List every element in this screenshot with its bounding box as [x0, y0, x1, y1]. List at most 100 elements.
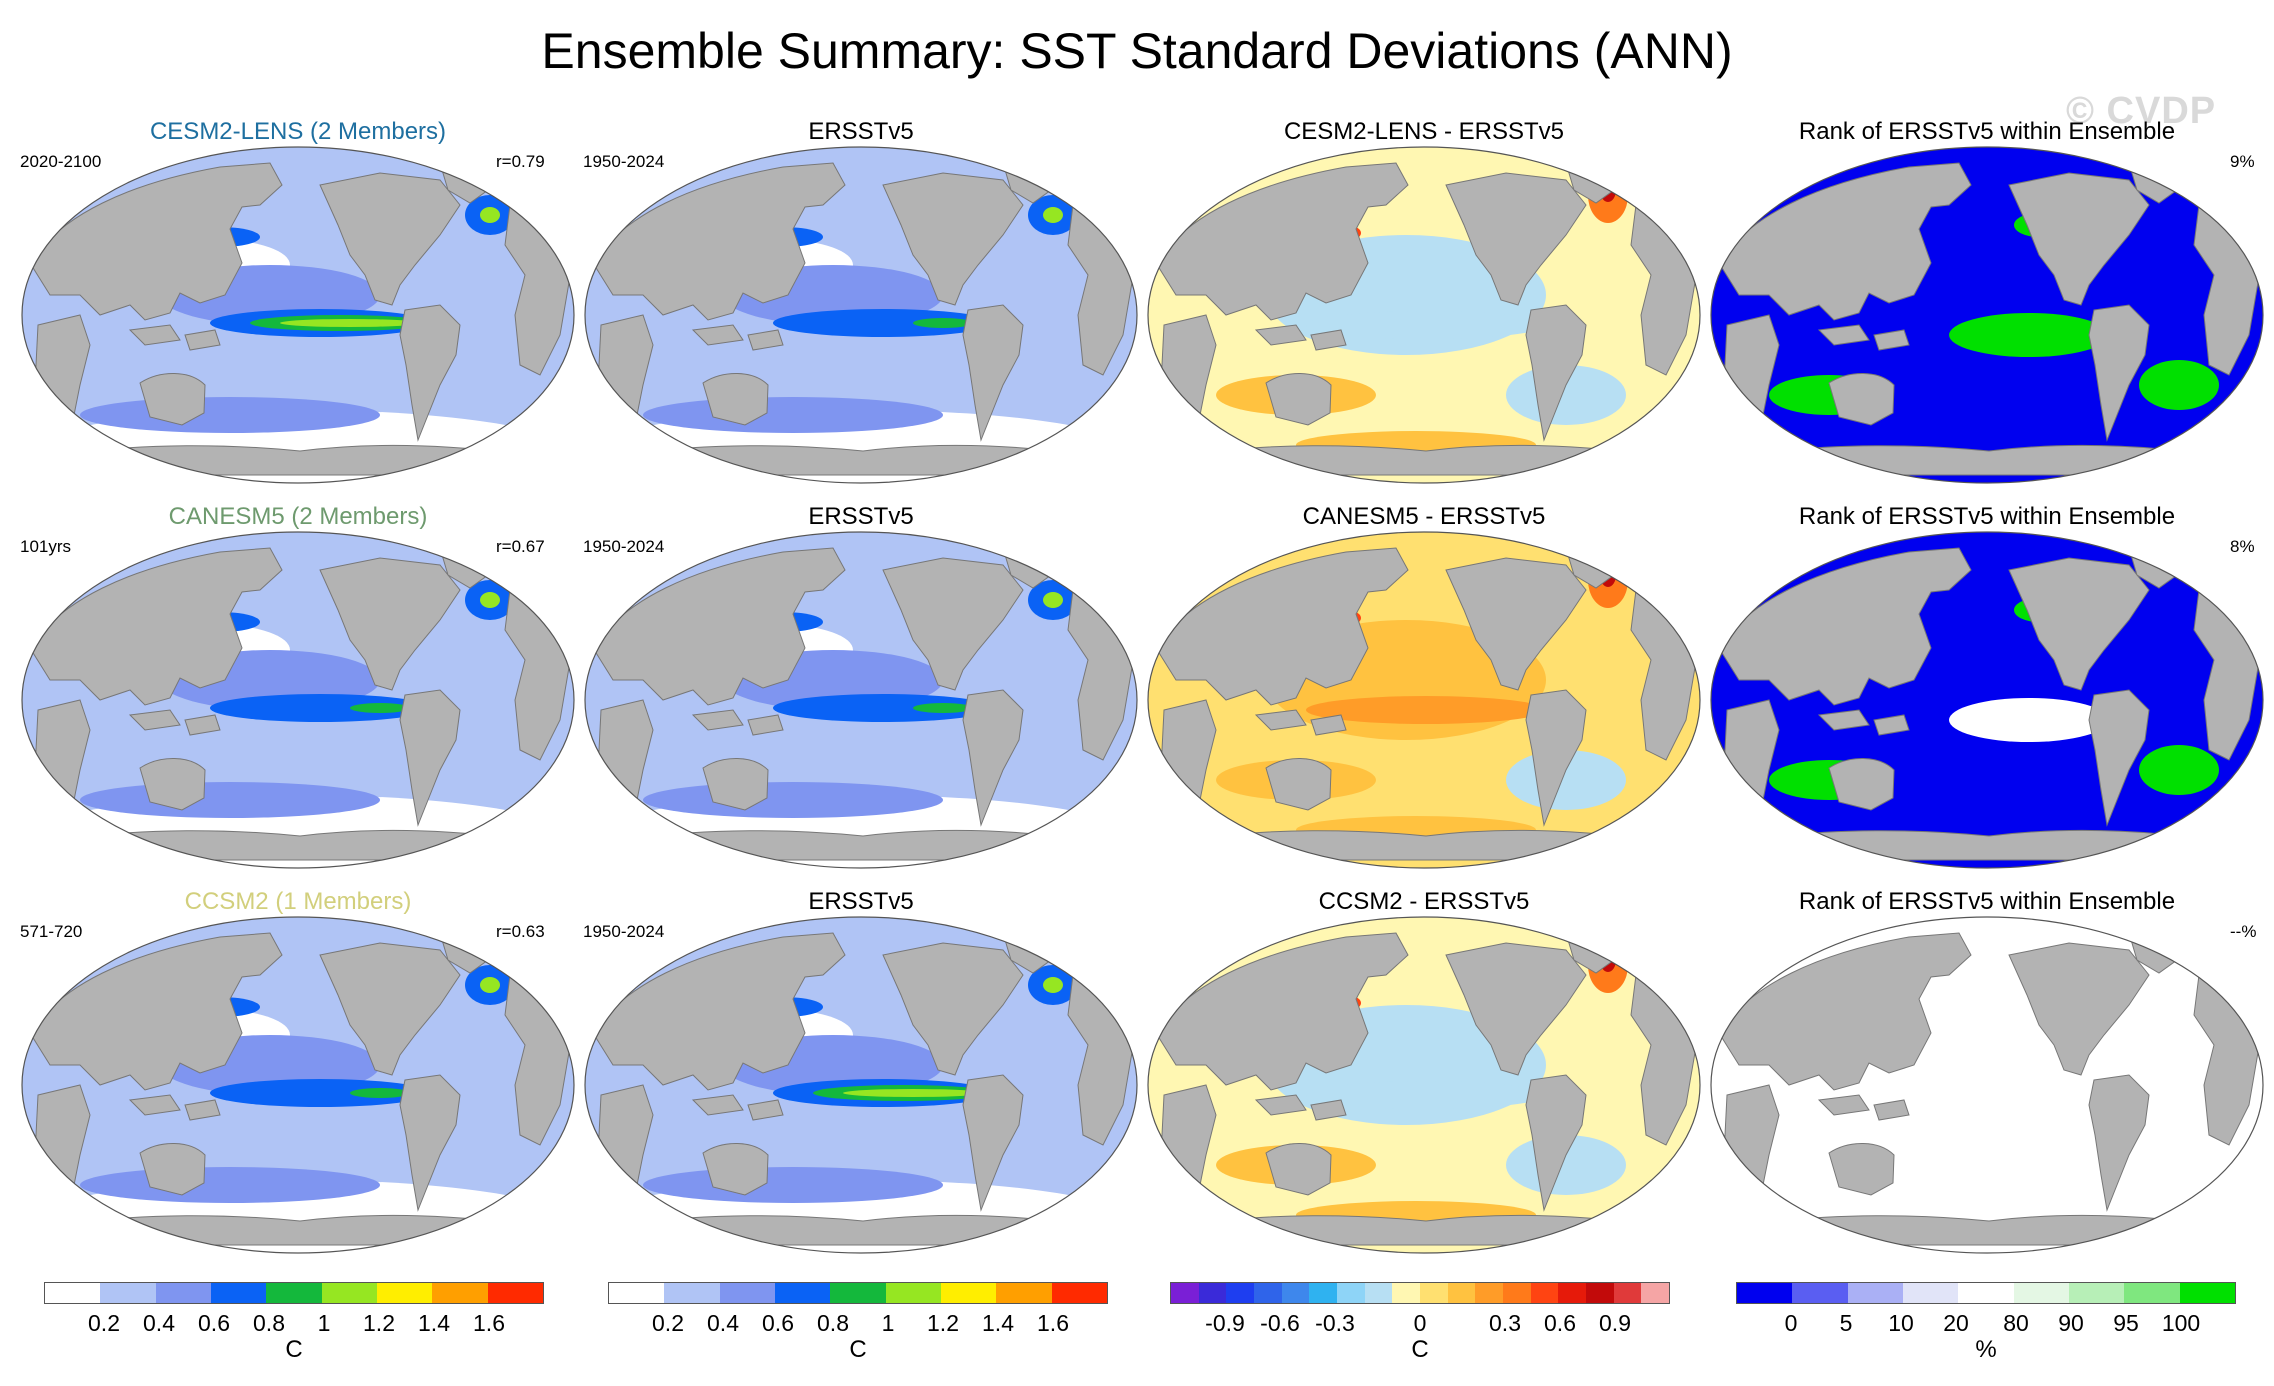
colorbar-unit: C [849, 1336, 867, 1363]
diff-map-2 [1147, 531, 1701, 869]
obs-period: 1950-2024 [583, 152, 665, 171]
rank-percent: --% [2230, 922, 2257, 941]
colorbar-swatch [1737, 1283, 1793, 1303]
colorbar-swatch [266, 1283, 322, 1303]
rank-panel-title: Rank of ERSSTv5 within Ensemble [1798, 503, 2176, 530]
colorbar-swatch [1641, 1283, 1670, 1303]
model-correlation: r=0.67 [496, 537, 545, 556]
colorbar-swatch [1309, 1283, 1338, 1303]
rank-panel-title: Rank of ERSSTv5 within Ensemble [1798, 118, 2176, 145]
colorbar-tick-label: 0.8 [253, 1310, 285, 1336]
colorbar-tick-label: -0.9 [1205, 1310, 1245, 1336]
watermark: © CVDP [2066, 90, 2217, 132]
colorbar-tick-label: 1.6 [1037, 1310, 1069, 1336]
model-panel-title: CCSM2 (1 Members) [184, 888, 412, 915]
colorbar-swatch [1503, 1283, 1531, 1303]
colorbar-swatch [45, 1283, 101, 1303]
colorbar-tick-label: 10 [1888, 1310, 1914, 1336]
colorbar-swatch [2124, 1283, 2180, 1303]
colorbar-tick-label: 0.6 [762, 1310, 794, 1336]
colorbar-swatch [1792, 1283, 1848, 1303]
obs-period: 1950-2024 [583, 537, 665, 556]
colorbar-swatch [719, 1283, 775, 1303]
model-panel-title: CESM2-LENS (2 Members) [149, 118, 447, 145]
colorbar-swatch [432, 1283, 488, 1303]
model-period: 101yrs [20, 537, 72, 556]
colorbar-tick-label: 1 [317, 1310, 331, 1336]
diff-panel-title: CANESM5 - ERSSTv5 [1302, 503, 1546, 530]
colorbar-swatch [2068, 1283, 2125, 1303]
colorbar-swatch [210, 1283, 267, 1303]
colorbar-swatch [1847, 1283, 1903, 1303]
colorbar-swatch [609, 1283, 665, 1303]
rank-percent: 9% [2230, 152, 2255, 171]
colorbar-tick-label: 95 [2113, 1310, 2139, 1336]
colorbar-tick-label: -0.6 [1260, 1310, 1300, 1336]
model-map-3 [21, 916, 575, 1254]
model-correlation: r=0.79 [496, 152, 545, 171]
colorbar-tick-label: 1.4 [418, 1310, 450, 1336]
model-period: 2020-2100 [20, 152, 102, 171]
colorbar-swatch [1447, 1283, 1476, 1303]
colorbar-tick-label: -0.3 [1315, 1310, 1355, 1336]
colorbar-tick-label: 20 [1943, 1310, 1969, 1336]
colorbar-swatch [1558, 1283, 1587, 1303]
diff-colorbar [1170, 1282, 1670, 1304]
std-colorbar [608, 1282, 1108, 1304]
colorbar-tick-label: 1 [881, 1310, 895, 1336]
colorbar-tick-label: 80 [2003, 1310, 2029, 1336]
colorbar-swatch [321, 1283, 377, 1303]
colorbar-swatch [774, 1283, 831, 1303]
diff-map-3 [1147, 916, 1701, 1254]
colorbar-swatch [1530, 1283, 1559, 1303]
obs-panel-title: ERSSTv5 [808, 118, 914, 145]
colorbar-swatch [2179, 1283, 2235, 1303]
colorbar-swatch [830, 1283, 886, 1303]
colorbar-swatch [1958, 1283, 2014, 1303]
rank-panel-title: Rank of ERSSTv5 within Ensemble [1798, 888, 2176, 915]
colorbar-tick-label: 0 [1784, 1310, 1798, 1336]
colorbar-tick-label: 0.4 [143, 1310, 175, 1336]
model-map-1 [21, 146, 575, 484]
colorbar-tick-label: 0.4 [707, 1310, 739, 1336]
colorbar-tick-label: 0.9 [1599, 1310, 1631, 1336]
page-title: Ensemble Summary: SST Standard Deviation… [541, 23, 1733, 79]
colorbar-tick-label: 100 [2161, 1310, 2201, 1336]
colorbar-swatch [1226, 1283, 1255, 1303]
colorbar-swatch [1254, 1283, 1282, 1303]
colorbar-swatch [376, 1283, 433, 1303]
obs-map-1 [584, 146, 1138, 484]
colorbar-swatch [885, 1283, 941, 1303]
colorbar-swatch [1475, 1283, 1504, 1303]
colorbar-swatch [1392, 1283, 1421, 1303]
std-colorbar [44, 1282, 544, 1304]
colorbar-swatch [100, 1283, 156, 1303]
diff-panel-title: CCSM2 - ERSSTv5 [1318, 888, 1530, 915]
colorbar-tick-label: 5 [1839, 1310, 1853, 1336]
colorbar-swatch [1198, 1283, 1227, 1303]
colorbar-swatch [1613, 1283, 1642, 1303]
colorbar-tick-label: 0.8 [817, 1310, 849, 1336]
colorbar-tick-label: 1.2 [927, 1310, 959, 1336]
colorbar-tick-label: 0.6 [198, 1310, 230, 1336]
obs-period: 1950-2024 [583, 922, 665, 941]
colorbar-swatch [1281, 1283, 1310, 1303]
colorbar-tick-label: 0.2 [88, 1310, 120, 1336]
colorbar-unit: C [285, 1336, 303, 1363]
rank-percent: 8% [2230, 537, 2255, 556]
rank-map-2 [1710, 531, 2264, 869]
obs-panel-title: ERSSTv5 [808, 888, 914, 915]
model-correlation: r=0.63 [496, 922, 545, 941]
colorbar-swatch [155, 1283, 211, 1303]
colorbar-tick-label: 90 [2058, 1310, 2084, 1336]
colorbar-swatch [1171, 1283, 1199, 1303]
colorbar-swatch [1337, 1283, 1365, 1303]
colorbar-swatch [1051, 1283, 1107, 1303]
diff-map-1 [1147, 146, 1701, 484]
rank-colorbar [1736, 1282, 2236, 1304]
rank-map-3 [1710, 916, 2264, 1254]
colorbar-swatch [2013, 1283, 2069, 1303]
colorbar-swatch [996, 1283, 1052, 1303]
colorbar-swatch [1364, 1283, 1393, 1303]
colorbar-tick-label: 0.6 [1544, 1310, 1576, 1336]
